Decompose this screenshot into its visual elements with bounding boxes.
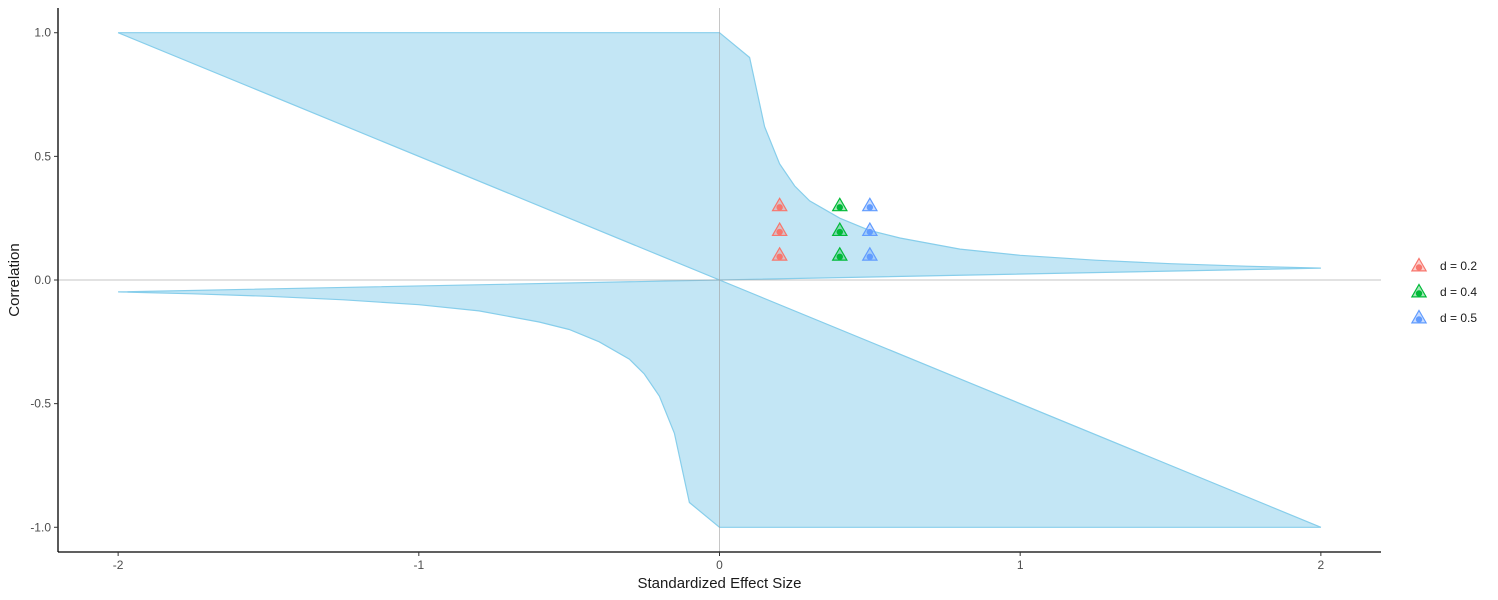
data-point bbox=[861, 246, 879, 261]
legend-label: d = 0.2 bbox=[1440, 259, 1477, 273]
legend-item: d = 0.2 bbox=[1410, 257, 1477, 273]
legend-item: d = 0.5 bbox=[1410, 309, 1477, 325]
x-tick-label: -2 bbox=[113, 558, 124, 572]
dot-marker bbox=[1415, 264, 1423, 271]
data-points bbox=[771, 197, 879, 261]
legend-key bbox=[1410, 283, 1428, 298]
data-point bbox=[831, 246, 848, 261]
dot-marker bbox=[1415, 290, 1423, 297]
data-point bbox=[771, 246, 788, 261]
dot-marker bbox=[1415, 316, 1423, 323]
dot-marker bbox=[866, 253, 874, 260]
x-tick-label: -1 bbox=[413, 558, 424, 572]
y-tick-label: 0.0 bbox=[34, 273, 51, 287]
data-point bbox=[831, 197, 848, 212]
reference-lines bbox=[58, 8, 1381, 552]
legend-key bbox=[1410, 257, 1428, 272]
y-tick-label: -1.0 bbox=[30, 520, 51, 534]
x-axis-title: Standardized Effect Size bbox=[638, 575, 802, 592]
dot-marker bbox=[866, 228, 874, 236]
x-tick-label: 1 bbox=[1017, 558, 1024, 572]
data-point bbox=[771, 197, 788, 212]
x-tick-label: 2 bbox=[1318, 558, 1325, 572]
legend-label: d = 0.4 bbox=[1440, 285, 1477, 299]
dot-marker bbox=[836, 228, 843, 236]
legend-key bbox=[1410, 309, 1428, 324]
dot-marker bbox=[776, 204, 783, 211]
x-ticks: -2 -1 0 1 2 bbox=[113, 552, 1325, 572]
data-point bbox=[861, 221, 879, 237]
y-tick-label: 0.5 bbox=[34, 149, 51, 163]
legend-label: d = 0.5 bbox=[1440, 311, 1477, 325]
dot-marker bbox=[776, 253, 783, 260]
data-point bbox=[831, 221, 848, 237]
y-axis-title: Correlation bbox=[6, 243, 23, 316]
x-tick-label: 0 bbox=[716, 558, 723, 572]
data-point bbox=[771, 221, 788, 237]
y-ticks: -1.0 -0.5 0.0 0.5 1.0 bbox=[30, 26, 58, 534]
dot-marker bbox=[836, 253, 843, 260]
legend: d = 0.2 d = 0.4 d = 0.5 bbox=[1410, 257, 1477, 325]
data-point bbox=[861, 197, 879, 212]
dot-marker bbox=[866, 204, 874, 211]
dot-marker bbox=[836, 204, 843, 211]
legend-item: d = 0.4 bbox=[1410, 283, 1477, 299]
y-tick-label: 1.0 bbox=[34, 26, 51, 40]
dot-marker bbox=[776, 228, 783, 236]
y-tick-label: -0.5 bbox=[30, 397, 51, 411]
